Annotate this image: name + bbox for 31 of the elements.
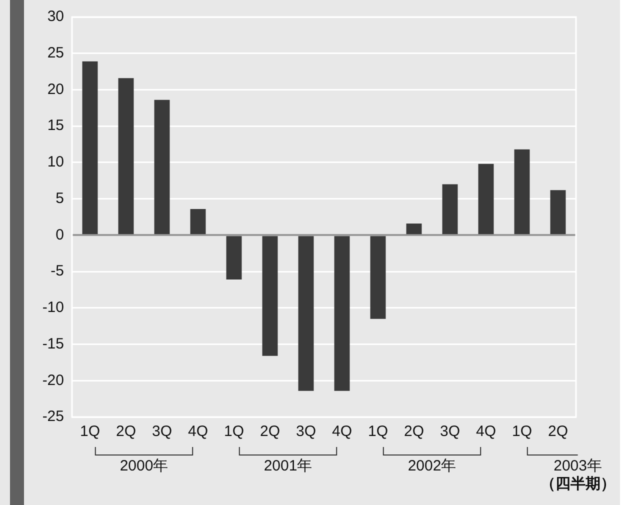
x-tick-label: 4Q bbox=[476, 423, 496, 440]
y-tick-label: -20 bbox=[42, 372, 64, 389]
y-tick-label: -5 bbox=[50, 262, 64, 280]
x-tick-label: 4Q bbox=[188, 423, 208, 440]
x-tick-label: 2Q bbox=[116, 423, 136, 440]
x-tick-label: 1Q bbox=[368, 423, 388, 440]
x-tick-label: 1Q bbox=[512, 423, 532, 440]
y-tick-label: 10 bbox=[47, 154, 64, 171]
y-tick-label: 0 bbox=[56, 226, 64, 244]
x-tick-label: 1Q bbox=[224, 423, 244, 440]
x-tick-label: 3Q bbox=[152, 423, 172, 440]
y-tick-label: 15 bbox=[47, 117, 64, 134]
x-tick-label: 2Q bbox=[548, 423, 568, 440]
y-tick-label: -25 bbox=[42, 408, 64, 426]
text: 2001年 bbox=[264, 458, 312, 475]
y-tick-label: 25 bbox=[47, 44, 64, 62]
y-tick-label: 30 bbox=[47, 8, 64, 26]
y-tick-label: -15 bbox=[42, 335, 64, 352]
y-tick-label: -10 bbox=[42, 299, 64, 316]
x-tick-label: 3Q bbox=[296, 423, 316, 440]
text: 2000年 bbox=[120, 458, 168, 475]
x-axis-title: （四半期） bbox=[540, 476, 616, 493]
x-tick-label: 3Q bbox=[440, 423, 460, 440]
x-tick-label: 1Q bbox=[80, 423, 100, 440]
text: 2002年 bbox=[408, 458, 456, 475]
y-tick-label: 5 bbox=[56, 190, 64, 207]
x-tick-label: 2Q bbox=[404, 423, 424, 440]
x-tick-label: 4Q bbox=[332, 423, 352, 440]
text: 2003年 bbox=[554, 458, 602, 475]
x-tick-label: 2Q bbox=[260, 423, 280, 440]
y-tick-label: 20 bbox=[47, 80, 64, 98]
